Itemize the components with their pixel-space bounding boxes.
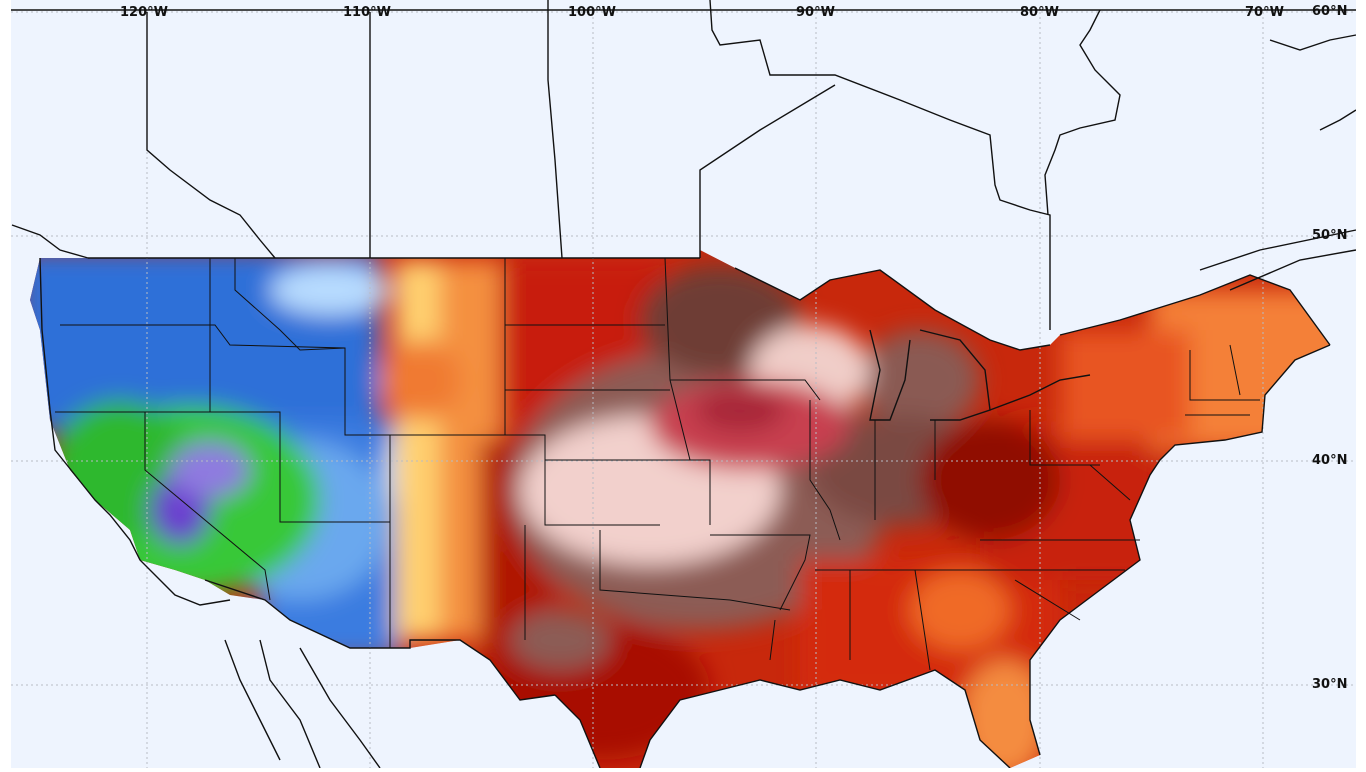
lon-label-110w: 110°W xyxy=(343,5,391,20)
lon-label-80w: 80°W xyxy=(1020,5,1059,20)
left-frame xyxy=(0,0,11,768)
lon-label-100w: 100°W xyxy=(568,5,616,20)
state-borders xyxy=(55,257,1260,671)
lon-label-90w: 90°W xyxy=(796,5,835,20)
boundaries xyxy=(11,0,1357,769)
lat-label-60n: 60°N xyxy=(1312,4,1348,19)
lon-label-70w: 70°W xyxy=(1245,5,1284,20)
lat-label-40n: 40°N xyxy=(1312,453,1348,468)
right-frame xyxy=(1356,0,1366,768)
lat-label-30n: 30°N xyxy=(1312,677,1348,692)
lon-label-120w: 120°W xyxy=(120,5,168,20)
lat-label-50n: 50°N xyxy=(1312,228,1348,243)
